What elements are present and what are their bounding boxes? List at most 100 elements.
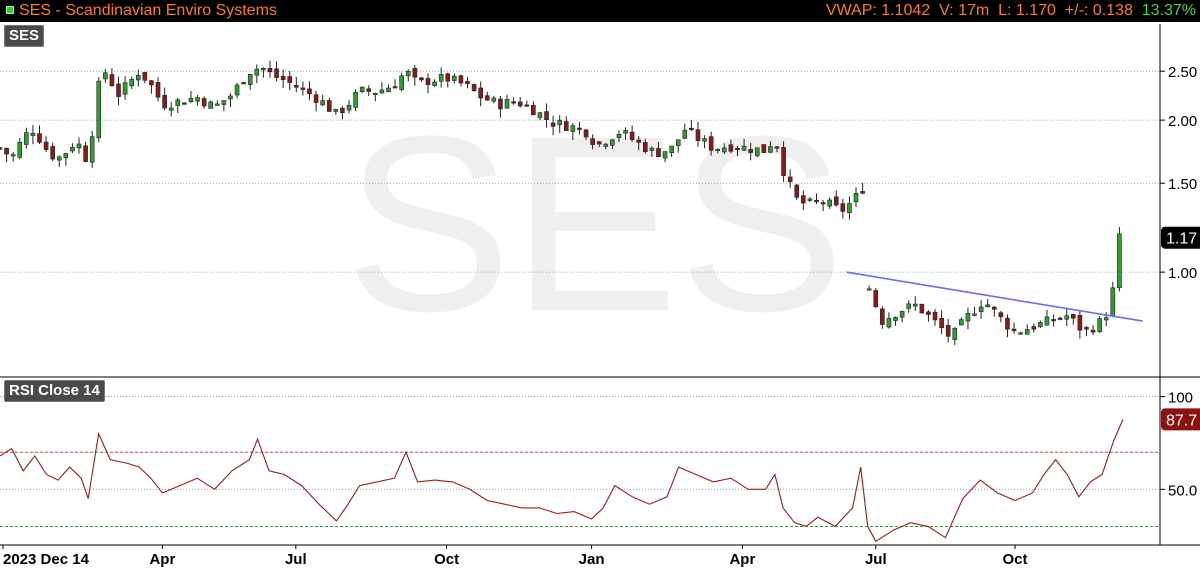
price-tick-label: 2.00 [1168,113,1197,130]
candle-body [768,146,773,153]
candle-body [557,119,563,126]
candle-body [906,303,911,309]
candle-body [899,311,905,318]
candle-body [833,196,839,206]
x-tick-label: Apr [149,551,175,568]
candle-body [1011,328,1017,332]
rsi-tick-label: 100 [1168,390,1193,407]
vwap-value: VWAP: 1.1042 [825,2,931,19]
candle-body [689,127,694,130]
candle-body [452,75,457,81]
candle-body [715,148,721,152]
candle-body [820,202,826,205]
x-tick-label: Jan [579,551,605,568]
candle-body [70,146,75,152]
candle-body [425,78,431,85]
candle-body [623,130,628,134]
candle-body [175,99,181,106]
candle-body [484,95,490,101]
candle-body [577,127,582,130]
candle-body [886,317,892,328]
candle-body [359,86,365,93]
trendline[interactable] [846,271,1143,322]
candle-body [89,136,95,163]
candle-body [1024,329,1030,335]
candle-body [1097,318,1102,332]
candle-body [4,147,9,155]
candle-body [399,75,404,90]
rsi-line [0,419,1124,543]
candle-body [563,121,569,131]
candle-body [294,85,299,88]
candle-body [504,99,510,109]
candle-body [195,97,200,102]
candle-body [570,125,576,132]
candle-body [254,68,260,76]
change-percent: 13.37% [1141,2,1196,19]
candle-body [162,94,167,109]
candle-body [643,142,648,153]
candle-body [847,203,852,214]
price-tick-label: 2.50 [1168,64,1197,81]
candle-body [96,80,102,139]
candle-body [116,83,121,97]
price-panel-label[interactable]: SES [4,25,45,47]
candle-body [748,149,753,153]
candle-body [991,306,997,310]
candle-body [814,199,819,203]
candle-body [228,95,233,100]
candle-body [155,82,161,98]
candle-body [629,131,635,140]
candle-body [287,76,293,83]
candle-body [149,80,154,86]
candle-body [965,313,971,322]
x-tick-label: Oct [434,551,459,568]
candle-body [708,136,714,151]
candle-body [1084,327,1089,330]
candle-body [1071,314,1076,319]
candle-body [346,104,352,111]
candle-body [880,308,885,325]
candle-body [208,101,214,109]
candle-body [122,82,128,95]
candle-body [103,72,108,80]
candle-body [590,138,595,145]
candle-body [30,132,36,136]
candle-body [1031,326,1037,330]
instrument-title[interactable]: SES - Scandinavian Enviro Systems [19,2,277,19]
candle-body [10,154,16,157]
candle-body [998,312,1004,318]
candle-body [662,151,668,159]
candle-body [432,81,437,86]
candle-body [1064,315,1070,320]
candle-body [649,147,655,151]
candle-body [491,97,497,102]
candle-body [247,74,253,85]
candle-body [214,103,220,106]
candle-body [63,153,69,159]
candle-body [373,92,378,96]
candle-body [478,87,483,99]
header-bar: SES - Scandinavian Enviro Systems VWAP: … [0,0,1200,22]
candle-body [675,139,681,147]
candle-body [774,146,780,149]
candle-body [735,147,740,151]
candle-body [873,290,879,307]
candle-body [56,156,62,161]
candle-body [978,306,984,312]
watermark: SES [345,84,845,363]
candle-body [300,87,306,90]
candle-body [386,87,391,93]
candle-body [656,148,661,157]
candle-body [458,75,464,84]
candle-body [807,198,813,201]
rsi-panel-label[interactable]: RSI Close 14 [4,380,105,402]
candle-body [261,68,266,71]
candle-body [1077,315,1083,331]
candle-body [201,98,207,107]
candle-body [761,144,767,153]
candle-body [985,304,991,308]
candle-body [695,129,701,141]
candle-body [682,129,688,139]
